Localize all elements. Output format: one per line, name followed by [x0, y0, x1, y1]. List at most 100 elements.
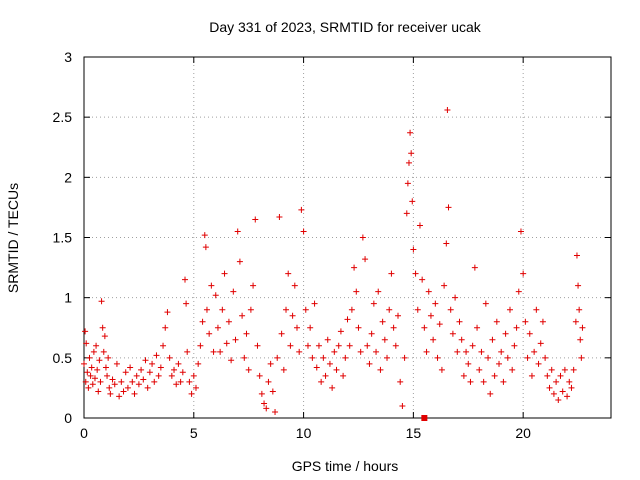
- data-point: [182, 276, 189, 283]
- data-point: [553, 378, 560, 385]
- y-tick-label: 0.5: [53, 350, 73, 366]
- data-point: [116, 393, 123, 400]
- data-point: [355, 324, 362, 331]
- data-point: [311, 300, 318, 307]
- data-point: [403, 210, 410, 217]
- data-point: [364, 342, 371, 349]
- data-point: [160, 342, 167, 349]
- data-point: [289, 312, 296, 319]
- data-point: [212, 292, 219, 299]
- data-point: [168, 372, 175, 379]
- data-point: [315, 342, 322, 349]
- data-point: [280, 366, 287, 373]
- y-tick-label: 3: [64, 49, 72, 65]
- data-point: [291, 282, 298, 289]
- data-point: [557, 372, 564, 379]
- data-point: [368, 330, 375, 337]
- data-point: [142, 357, 149, 364]
- data-point: [397, 378, 404, 385]
- data-point: [102, 364, 109, 371]
- axis-ticks: [83, 56, 611, 419]
- data-point: [272, 408, 279, 415]
- data-point: [407, 129, 414, 136]
- data-point: [579, 324, 586, 331]
- data-point: [245, 366, 252, 373]
- data-point: [559, 388, 566, 395]
- data-point: [210, 348, 217, 355]
- data-point: [192, 384, 199, 391]
- data-point: [405, 159, 412, 166]
- data-point: [342, 354, 349, 361]
- chart-title: Day 331 of 2023, SRMTID for receiver uca…: [209, 19, 482, 35]
- data-point: [164, 309, 171, 316]
- data-point: [320, 354, 327, 361]
- data-point: [162, 324, 169, 331]
- data-point: [399, 402, 406, 409]
- data-point: [430, 336, 437, 343]
- data-point: [425, 288, 432, 295]
- data-point: [250, 282, 257, 289]
- data-point: [335, 342, 342, 349]
- data-point: [353, 288, 360, 295]
- data-point: [520, 270, 527, 277]
- data-point: [82, 378, 89, 385]
- data-point: [100, 348, 107, 355]
- data-point: [265, 378, 272, 385]
- data-point: [241, 354, 248, 361]
- data-point: [502, 330, 509, 337]
- data-point: [99, 324, 106, 331]
- data-point: [427, 312, 434, 319]
- data-point: [106, 384, 113, 391]
- data-point: [500, 378, 507, 385]
- data-point: [491, 372, 498, 379]
- data-point: [179, 369, 186, 376]
- data-point: [97, 378, 104, 385]
- data-point: [144, 384, 151, 391]
- data-point: [120, 388, 127, 395]
- data-point: [522, 318, 529, 325]
- data-point: [278, 330, 285, 337]
- data-point: [570, 366, 577, 373]
- data-point: [274, 354, 281, 361]
- data-point: [344, 316, 351, 323]
- data-point: [261, 400, 268, 407]
- data-point: [91, 375, 98, 382]
- data-point: [107, 390, 114, 397]
- data-point: [324, 336, 331, 343]
- data-point: [254, 342, 261, 349]
- tick-labels: 0 5 10 15 20 0 0.5 1 1.5 2 2.5 3: [53, 49, 532, 441]
- data-point: [140, 376, 147, 383]
- data-point: [118, 378, 125, 385]
- data-point: [293, 324, 300, 331]
- data-point: [452, 294, 459, 301]
- data-point: [313, 364, 320, 371]
- data-point: [201, 232, 208, 239]
- data-point: [456, 318, 463, 325]
- data-point: [318, 378, 325, 385]
- data-point: [177, 378, 184, 385]
- data-point: [151, 378, 158, 385]
- data-point: [573, 252, 580, 259]
- data-point: [197, 342, 204, 349]
- data-point: [81, 360, 87, 367]
- data-point: [384, 354, 391, 361]
- data-point: [539, 318, 546, 325]
- data-point: [421, 324, 428, 331]
- data-point: [535, 360, 542, 367]
- data-point: [449, 330, 456, 337]
- data-point: [381, 336, 388, 343]
- y-tick-label: 2: [64, 169, 72, 185]
- y-tick-label: 1.5: [53, 230, 73, 246]
- data-point: [155, 372, 162, 379]
- data-point: [359, 234, 366, 241]
- data-point: [333, 366, 340, 373]
- data-point: [432, 300, 439, 307]
- data-point: [232, 336, 239, 343]
- data-point: [166, 354, 173, 361]
- data-point: [146, 369, 153, 376]
- data-point: [234, 228, 241, 235]
- data-point: [186, 378, 193, 385]
- data-point: [485, 354, 492, 361]
- data-point: [214, 324, 221, 331]
